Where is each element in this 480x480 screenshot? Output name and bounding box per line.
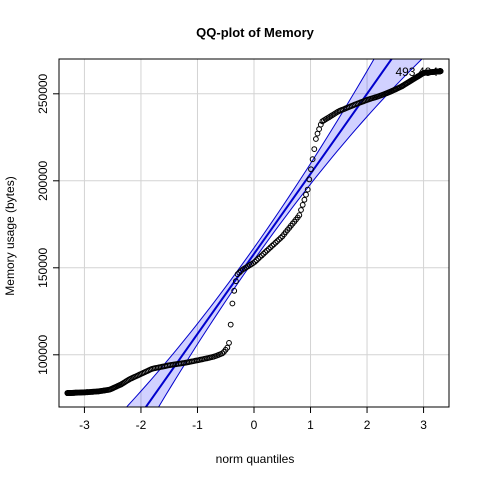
y-tick-label: 150000 [36,247,50,287]
data-point [226,340,232,346]
data-point [303,191,309,198]
data-point [260,250,267,257]
data-point [423,69,430,76]
data-point [234,271,241,278]
x-tick-label: 3 [420,418,427,432]
data-point [313,136,319,142]
data-point [253,257,260,264]
x-tick-label: 2 [364,418,371,432]
data-point [255,255,262,262]
grid [59,59,449,407]
data-point [301,196,308,203]
data-point [90,388,96,395]
data-point [277,235,284,241]
data-point [415,73,421,80]
data-point [269,242,276,249]
confidence-band-upper [125,59,375,407]
data-point [229,300,236,307]
data-point [392,86,399,93]
data-point [306,176,313,183]
data-point [258,252,265,259]
data-point [265,246,272,252]
data-points [64,68,444,397]
point-label: 494 [418,65,438,79]
data-point [276,236,282,243]
data-point [272,239,279,246]
y-axis-label: Memory usage (bytes) [3,176,17,295]
data-point [236,269,243,276]
data-point [399,83,405,90]
data-point [317,121,324,128]
data-point [95,388,102,395]
reference-line [144,59,393,407]
data-point [298,207,304,213]
data-point [296,212,303,219]
point-labels: 493 494 [395,65,438,79]
data-point [299,202,306,208]
x-tick-label: 0 [251,418,258,432]
y-tick-label: 200000 [36,160,50,200]
data-point [264,247,270,254]
data-point [309,156,316,163]
data-point [437,68,444,75]
data-point [308,166,314,173]
data-point [64,390,71,396]
x-tick-label: 1 [307,418,314,432]
x-tick-label: -3 [79,418,90,432]
data-point [231,287,238,294]
data-point [233,278,239,285]
data-point [311,146,318,153]
data-point [224,344,231,351]
data-point [304,186,311,193]
data-point [219,350,226,357]
data-point [252,258,258,265]
y-tick-label: 250000 [36,73,50,113]
data-point [227,321,234,328]
chart-title: QQ-plot of Memory [196,25,314,40]
data-point [84,389,91,396]
x-tick-label: -1 [192,418,203,432]
data-point [274,238,281,245]
data-point [101,387,108,394]
data-point [267,244,274,251]
x-tick-label: -2 [136,418,147,432]
x-axis-label: norm quantiles [216,452,295,466]
axes: -3 -2 -1 0 1 2 3 100000 150000 200000 250000 [36,58,450,432]
y-tick-label: 100000 [36,334,50,374]
point-label: 493 [395,65,415,79]
data-point [406,78,413,85]
